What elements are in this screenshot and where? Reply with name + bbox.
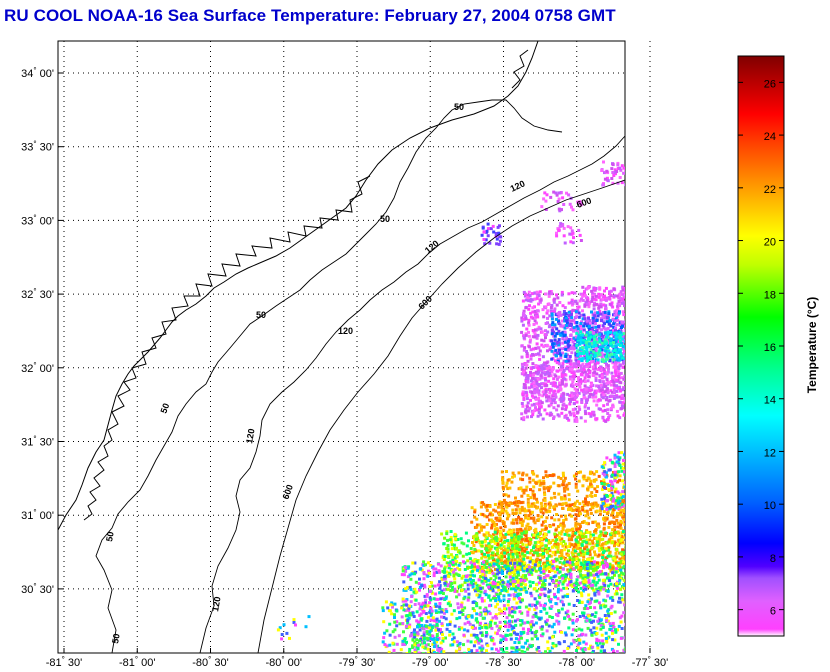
- isobath-label: 120: [338, 326, 353, 336]
- lat-tick-label: 34° 00': [21, 66, 54, 80]
- coastline: [58, 41, 539, 531]
- coastal-inlets: [83, 49, 529, 521]
- colorbar-tick-label: 26: [764, 78, 776, 90]
- colorbar-tick-label: 14: [764, 395, 776, 407]
- colorbar-label: Temperature (°C): [805, 296, 819, 394]
- lat-tick-label: 32° 30': [21, 287, 54, 301]
- sst-pixels: [276, 160, 625, 653]
- lon-tick-label: -78° 00': [558, 655, 595, 669]
- lon-tick-label: -81° 00': [119, 655, 156, 669]
- isobath-label: 50: [104, 531, 116, 543]
- colorbar-tick-label: 20: [764, 237, 776, 249]
- lon-tick-label: -77° 30': [632, 655, 669, 669]
- colorbar-tick-label: 22: [764, 184, 776, 196]
- lon-tick-label: -79° 30': [339, 655, 376, 669]
- lon-tick-label: -80° 30': [192, 655, 229, 669]
- lon-tick-label: -81° 30': [46, 655, 83, 669]
- colorbar-tick-label: 10: [764, 500, 776, 512]
- isobath-label: 600: [575, 195, 593, 210]
- colorbar-tick-label: 18: [764, 289, 776, 301]
- lat-tick-label: 30° 30': [21, 582, 54, 596]
- isobath-50: [95, 99, 563, 653]
- isobath-label: 120: [210, 596, 222, 613]
- lon-tick-label: -78° 30': [485, 655, 522, 669]
- axis-ticks: 34° 00' 33° 30' 33° 00' 32° 30' 32° 00' 31° 3…: [21, 66, 668, 669]
- lat-tick-label: 31° 30': [21, 435, 54, 449]
- lat-tick-label: 33° 30': [21, 140, 54, 154]
- colorbar-tick-label: 12: [764, 447, 776, 459]
- lon-tick-label: -79° 00': [412, 655, 449, 669]
- isobath-120: [199, 135, 625, 653]
- lat-tick-label: 32° 00': [21, 361, 54, 375]
- isobath-label: 50: [454, 102, 464, 112]
- isobath-label: 120: [244, 428, 256, 445]
- lat-tick-label: 31° 00': [21, 508, 54, 522]
- isobath-label: 50: [380, 214, 390, 224]
- colorbar-ticks: 6 8 10 12 14 16 18 20 22 24 26: [738, 78, 784, 618]
- isobath-label: 50: [256, 310, 266, 320]
- colorbar-tick-label: 8: [770, 553, 776, 565]
- colorbar-tick-label: 24: [764, 131, 776, 143]
- lon-tick-label: -80° 00': [265, 655, 302, 669]
- map-title: RU COOL NOAA-16 Sea Surface Temperature:…: [4, 6, 616, 25]
- isobath-600: [257, 179, 625, 653]
- colorbar-tick-label: 16: [764, 342, 776, 354]
- isobath-label: 50: [158, 402, 171, 415]
- isobath-label: 600: [280, 483, 295, 501]
- colorbar: [737, 55, 785, 637]
- colorbar-tick-label: 6: [770, 606, 776, 618]
- isobath-label: 50: [110, 633, 122, 645]
- lat-tick-label: 33° 00': [21, 213, 54, 227]
